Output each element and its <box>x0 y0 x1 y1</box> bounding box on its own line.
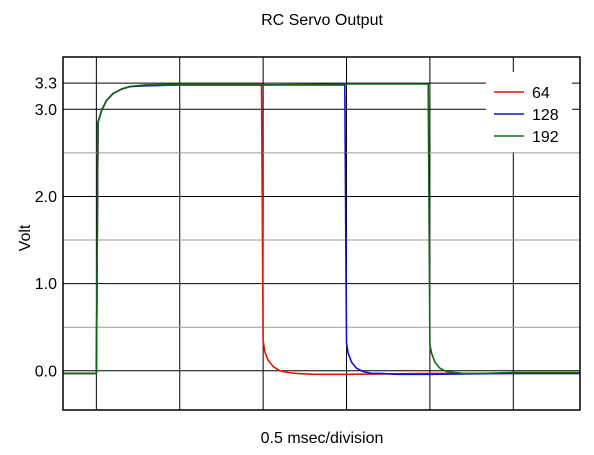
y-tick-label: 2.0 <box>35 189 57 206</box>
legend-label-192: 192 <box>532 129 559 146</box>
series-line-192 <box>63 83 580 375</box>
legend: 64 128 192 <box>486 72 572 152</box>
y-tick-label: 3.3 <box>35 76 57 93</box>
y-axis-label: Volt <box>17 224 34 251</box>
chart-title: RC Servo Output <box>261 12 383 29</box>
plot-frame <box>62 56 581 411</box>
y-tick-label: 0.0 <box>35 363 57 380</box>
legend-label-64: 64 <box>532 85 550 102</box>
y-tick-label: 1.0 <box>35 276 57 293</box>
tick-label-layer: 0.0 1.0 2.0 3.0 3.3 <box>35 76 57 381</box>
legend-box <box>486 72 572 152</box>
legend-label-128: 128 <box>532 107 559 124</box>
y-tick-label: 3.0 <box>35 102 57 119</box>
series-layer <box>63 83 580 376</box>
x-axis-label: 0.5 msec/division <box>261 430 384 447</box>
